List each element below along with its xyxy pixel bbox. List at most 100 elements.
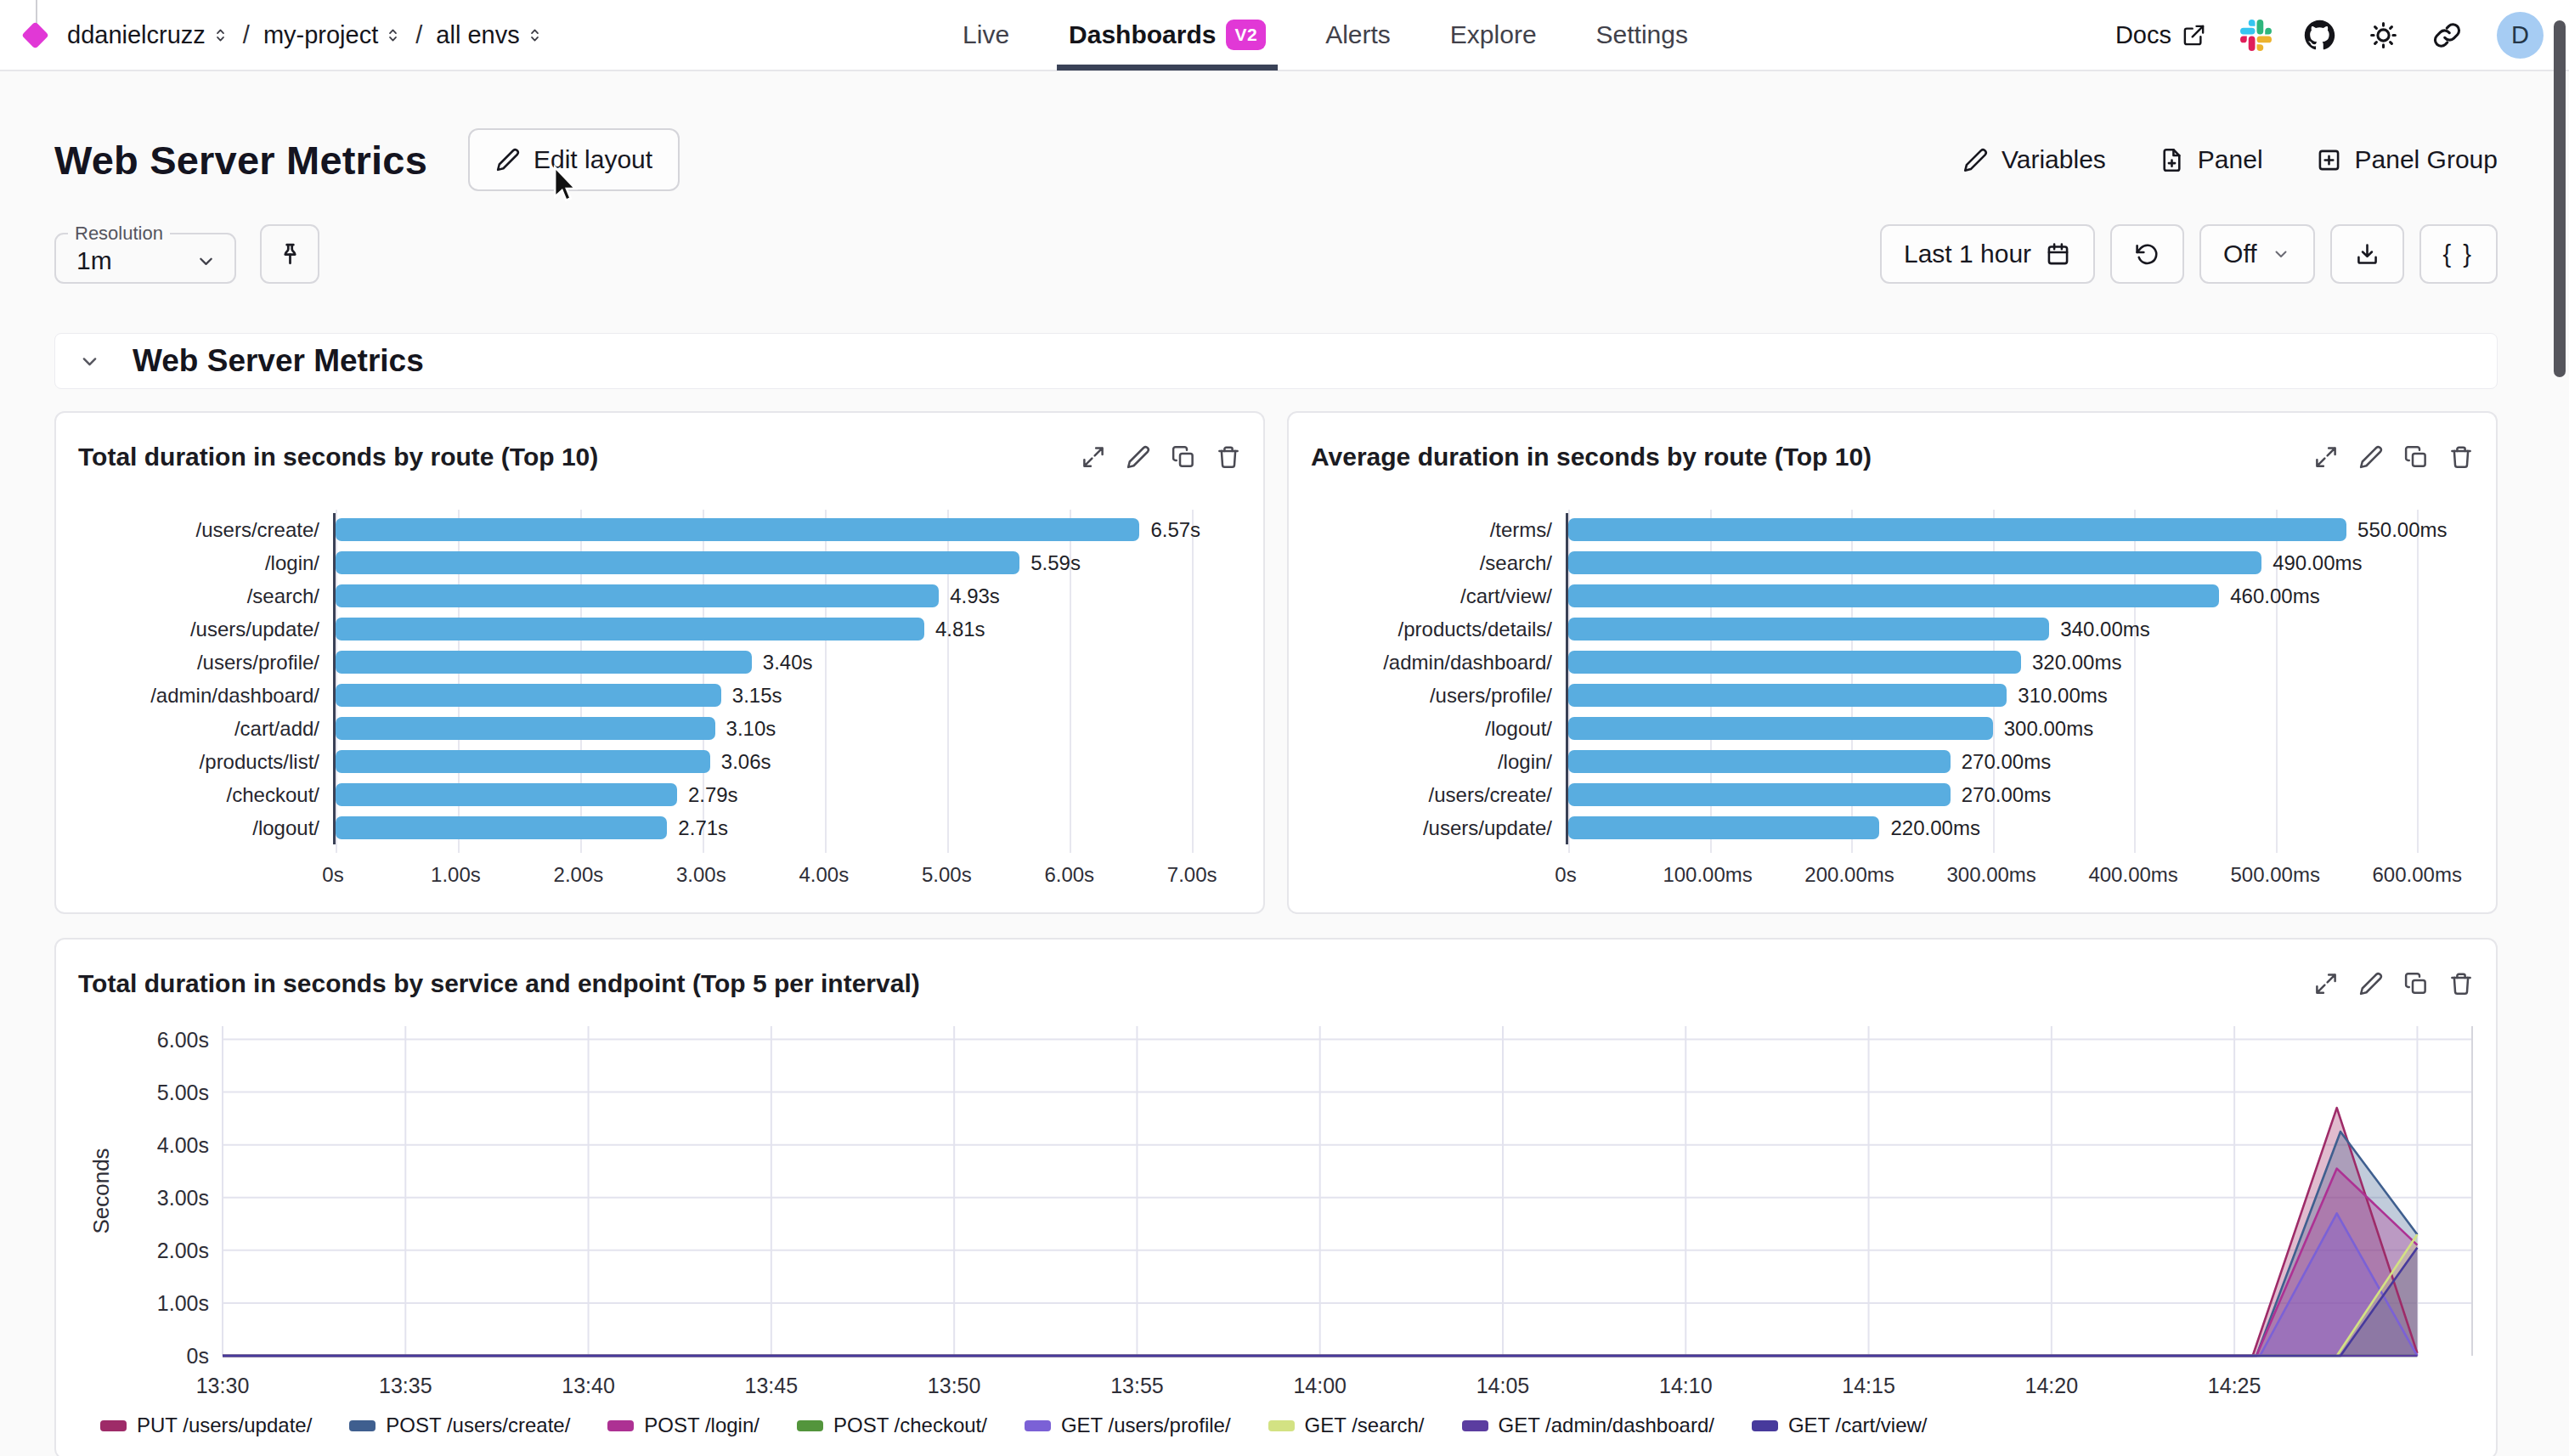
panel-expand-button[interactable]	[2313, 444, 2339, 470]
page-scrollbar-thumb[interactable]	[2554, 20, 2566, 377]
bar-category-label: /users/profile/	[1311, 679, 1552, 712]
tab-explore[interactable]: Explore	[1445, 0, 1542, 71]
bar	[1568, 518, 2346, 541]
panel-edit-button[interactable]	[1126, 444, 1151, 470]
auto-refresh-select[interactable]: Off	[2199, 224, 2314, 284]
variables-button[interactable]: Variables	[1962, 145, 2106, 174]
panel-duplicate-button[interactable]	[2403, 444, 2429, 470]
legend-item[interactable]: POST /login/	[607, 1414, 759, 1437]
panel-delete-button[interactable]	[2448, 444, 2474, 470]
bar-value-label: 3.15s	[732, 684, 782, 708]
json-view-button[interactable]: { }	[2419, 224, 2498, 284]
section-header[interactable]: Web Server Metrics	[54, 333, 2498, 389]
bar-row: 3.06s	[336, 745, 1241, 778]
legend-item[interactable]: POST /users/create/	[349, 1414, 570, 1437]
breadcrumb-org-label: ddanielcruzz	[67, 21, 206, 49]
panel-header: Total duration in seconds by service and…	[78, 960, 2474, 1007]
trash-icon	[2448, 444, 2474, 470]
resolution-select[interactable]: Resolution 1m	[54, 223, 236, 284]
bar	[1568, 816, 1879, 839]
legend-item[interactable]: POST /checkout/	[797, 1414, 987, 1437]
legend-item[interactable]: PUT /users/update/	[100, 1414, 312, 1437]
panel-group-button[interactable]: Panel Group	[2316, 145, 2498, 174]
edit-layout-button[interactable]: Edit layout	[468, 128, 680, 191]
bar-row: 2.79s	[336, 778, 1241, 811]
github-button[interactable]	[2304, 20, 2335, 51]
legend-swatch	[1268, 1420, 1295, 1431]
v2-badge: V2	[1226, 20, 1266, 50]
legend-label: GET /cart/view/	[1788, 1414, 1928, 1437]
title-row: Web Server Metrics Edit layout Variables…	[54, 126, 2498, 194]
legend-item[interactable]: GET /search/	[1268, 1414, 1425, 1437]
selector-icon	[526, 26, 544, 44]
bar-category-label: /cart/view/	[1311, 579, 1552, 612]
bar-category-label: /users/create/	[1311, 778, 1552, 811]
slack-button[interactable]	[2240, 20, 2272, 51]
x-tick-label: 2.00s	[554, 863, 604, 887]
y-axis-label: Seconds	[88, 1148, 114, 1233]
bar-category-label: /users/profile/	[78, 646, 319, 679]
braces-label: { }	[2443, 240, 2474, 268]
x-tick-label: 14:10	[1659, 1374, 1713, 1397]
breadcrumb-project[interactable]: my-project	[263, 21, 402, 49]
x-tick-label: 400.00ms	[2088, 863, 2177, 887]
bar	[336, 684, 721, 707]
tab-settings[interactable]: Settings	[1591, 0, 1693, 71]
pin-button[interactable]	[260, 224, 319, 284]
resolution-label: Resolution	[68, 223, 170, 245]
chevron-down-icon	[195, 250, 217, 273]
breadcrumb-org[interactable]: ddanielcruzz	[67, 21, 229, 49]
legend-label: POST /users/create/	[386, 1414, 570, 1437]
x-tick-label: 5.00s	[922, 863, 972, 887]
panel-delete-button[interactable]	[2448, 971, 2474, 996]
x-tick-label: 13:35	[379, 1374, 432, 1397]
y-tick-label: 2.00s	[157, 1239, 209, 1262]
bar	[1568, 618, 2049, 641]
x-tick-label: 14:20	[2025, 1374, 2079, 1397]
bar-value-label: 6.57s	[1150, 518, 1200, 542]
chart-legend: PUT /users/update/ POST /users/create/ P…	[78, 1414, 2474, 1437]
x-tick-label: 13:45	[745, 1374, 799, 1397]
bar-value-label: 270.00ms	[1962, 750, 2051, 774]
download-button[interactable]	[2330, 224, 2404, 284]
breadcrumb-separator: /	[243, 21, 250, 49]
breadcrumb-env[interactable]: all envs	[436, 21, 543, 49]
panel-duplicate-button[interactable]	[1171, 444, 1196, 470]
copy-icon	[2403, 444, 2429, 470]
x-tick-label: 500.00ms	[2231, 863, 2320, 887]
theme-sun-button[interactable]	[2368, 20, 2399, 51]
tab-live[interactable]: Live	[957, 0, 1014, 71]
trash-icon	[1216, 444, 1241, 470]
panel-delete-button[interactable]	[1216, 444, 1241, 470]
bar-category-label: /cart/add/	[78, 712, 319, 745]
panel-edit-button[interactable]	[2358, 444, 2384, 470]
x-tick-label: 0s	[322, 863, 343, 887]
panel-title: Average duration in seconds by route (To…	[1311, 443, 1872, 471]
legend-item[interactable]: GET /users/profile/	[1025, 1414, 1231, 1437]
legend-item[interactable]: GET /cart/view/	[1752, 1414, 1928, 1437]
avatar[interactable]: D	[2497, 12, 2544, 59]
panel-expand-button[interactable]	[1081, 444, 1106, 470]
panel-button[interactable]: Panel	[2159, 145, 2263, 174]
bar-value-label: 2.79s	[688, 783, 738, 807]
refresh-button[interactable]	[2110, 224, 2184, 284]
docs-link[interactable]: Docs	[2115, 21, 2206, 49]
bar	[336, 816, 667, 839]
bar-value-label: 220.00ms	[1890, 816, 1979, 840]
panel-edit-button[interactable]	[2358, 971, 2384, 996]
share-link-button[interactable]	[2431, 20, 2463, 51]
panel-actions	[2313, 971, 2474, 996]
panel-title: Total duration in seconds by route (Top …	[78, 443, 598, 471]
time-range-button[interactable]: Last 1 hour	[1880, 224, 2095, 284]
panels-row: Total duration in seconds by route (Top …	[54, 411, 2498, 914]
legend-swatch	[797, 1420, 823, 1431]
panel-duplicate-button[interactable]	[2403, 971, 2429, 996]
bar-row: 550.00ms	[1568, 513, 2474, 546]
legend-item[interactable]: GET /admin/dashboard/	[1462, 1414, 1714, 1437]
panel-expand-button[interactable]	[2313, 971, 2339, 996]
bar-category-label: /products/list/	[78, 745, 319, 778]
legend-label: POST /checkout/	[833, 1414, 987, 1437]
tab-alerts[interactable]: Alerts	[1320, 0, 1396, 71]
bar-row: 300.00ms	[1568, 712, 2474, 745]
tab-dashboards[interactable]: Dashboards V2	[1064, 0, 1271, 71]
